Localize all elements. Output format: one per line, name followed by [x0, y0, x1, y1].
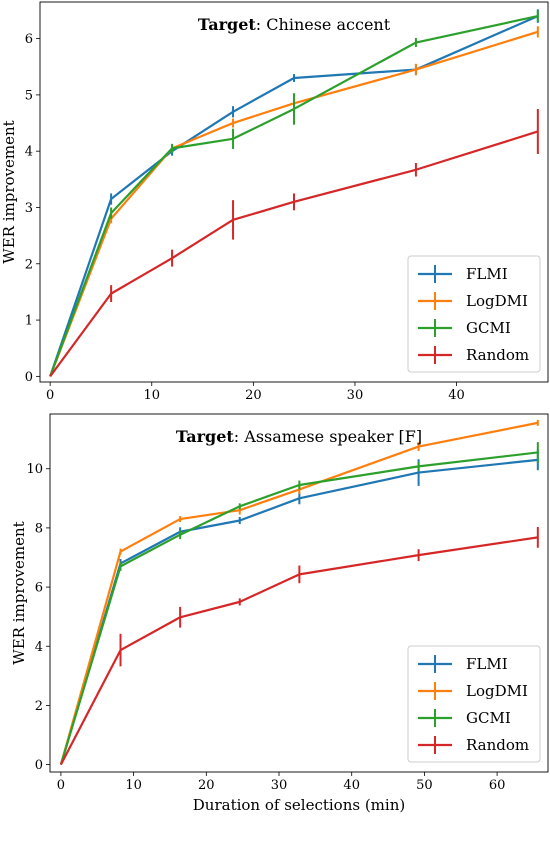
x-axis-label: Duration of selections (min)	[193, 796, 405, 814]
x-tick-label: 20	[198, 778, 215, 793]
x-tick-label: 0	[57, 778, 65, 793]
chart-title: Target: Chinese accent	[198, 15, 391, 34]
legend-label: GCMI	[466, 319, 511, 337]
y-tick-label: 4	[25, 145, 33, 160]
series-gcmi	[59, 442, 539, 765]
x-tick-label: 30	[271, 778, 288, 793]
y-tick-label: 2	[25, 257, 33, 272]
series-gcmi	[49, 10, 539, 377]
x-tick-label: 10	[125, 778, 142, 793]
y-tick-label: 10	[26, 462, 43, 477]
chart-title: Target: Assamese speaker [F]	[176, 427, 422, 446]
series-random	[59, 527, 539, 766]
x-tick-label: 0	[46, 388, 54, 403]
y-tick-label: 2	[35, 699, 43, 714]
chart-1: 0 10 20 30 40 0 1 2 3 4 5 6 WER improvement Target: C…	[0, 1, 549, 403]
y-tick-label: 6	[35, 581, 43, 596]
y-tick-label: 0	[25, 370, 33, 385]
legend-label: LogDMI	[466, 682, 528, 700]
legend-label: FLMI	[466, 655, 508, 673]
x-tick-label: 30	[347, 388, 364, 403]
legend-label: LogDMI	[466, 292, 528, 310]
x-tick-label: 20	[245, 388, 262, 403]
legend-label: Random	[466, 346, 529, 364]
legend-label: Random	[466, 736, 529, 754]
legend-box	[407, 645, 541, 763]
legend: FLMI LogDMI GCMI Random	[407, 645, 541, 763]
y-tick-label: 1	[25, 314, 33, 329]
y-tick-label: 5	[25, 88, 33, 103]
plot-frame	[39, 1, 549, 383]
y-axis-label: WER improvement	[10, 521, 28, 664]
legend: FLMI LogDMI GCMI Random	[407, 255, 541, 373]
x-tick-label: 40	[448, 388, 465, 403]
x-tick-label: 60	[489, 778, 506, 793]
y-tick-label: 3	[25, 201, 33, 216]
y-tick-label: 6	[25, 32, 33, 47]
x-tick-label: 40	[343, 778, 360, 793]
x-tick-label: 10	[143, 388, 160, 403]
legend-label: GCMI	[466, 709, 511, 727]
plot-frame	[49, 413, 549, 773]
y-axis-label: WER improvement	[0, 120, 18, 263]
chart-2: 0 10 20 30 40 50 60 0 2 4 6 8 10 WER improvement Durat…	[10, 413, 549, 814]
y-tick-label: 4	[35, 640, 43, 655]
y-tick-label: 8	[35, 521, 43, 536]
y-tick-label: 0	[35, 758, 43, 773]
legend-box	[407, 255, 541, 373]
x-tick-label: 50	[416, 778, 433, 793]
series-random	[49, 108, 539, 378]
legend-label: FLMI	[466, 265, 508, 283]
